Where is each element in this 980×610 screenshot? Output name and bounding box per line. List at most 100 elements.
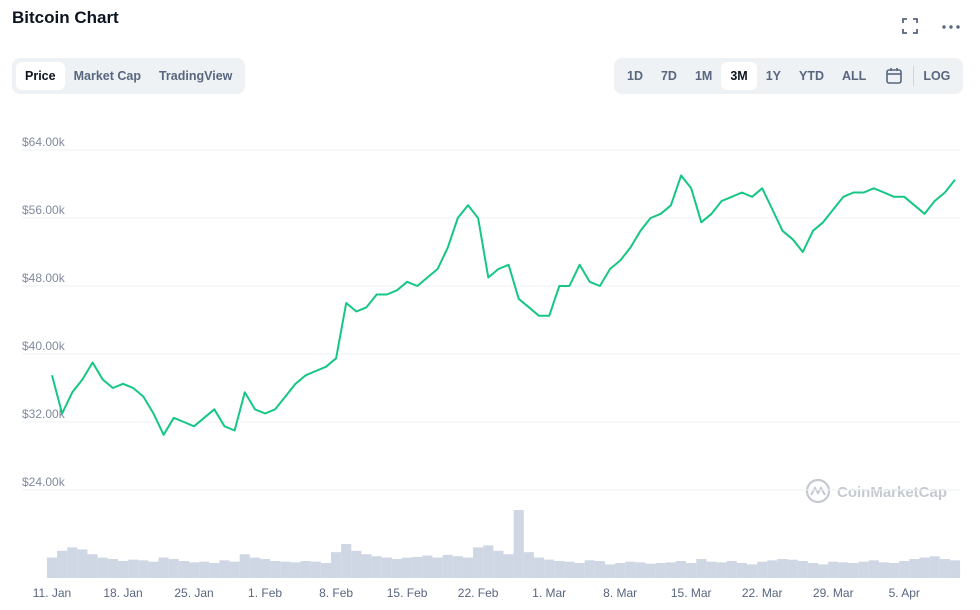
volume-bar: [878, 562, 890, 578]
tab-button[interactable]: TradingView: [158, 69, 233, 83]
volume-bar: [402, 557, 413, 578]
volume-bar: [909, 558, 920, 578]
volume-bar: [939, 558, 950, 578]
range-button[interactable]: 1Y: [765, 69, 782, 83]
volume-bar: [686, 563, 697, 578]
volume-bar: [331, 552, 342, 578]
y-tick-label: $40.00k: [22, 339, 66, 353]
volume-bar: [117, 561, 129, 578]
volume-bar: [523, 552, 534, 578]
volume-bar: [949, 560, 961, 578]
volume-bar: [858, 561, 869, 578]
volume-bar: [726, 561, 737, 578]
volume-bar: [655, 563, 666, 578]
volume-bar: [128, 559, 139, 578]
volume-bar: [87, 554, 98, 578]
volume-bar: [473, 547, 484, 578]
range-button[interactable]: YTD: [799, 69, 825, 83]
volume-bar: [594, 561, 605, 578]
y-tick-label: $56.00k: [22, 203, 66, 217]
x-tick-label: 8. Feb: [319, 586, 353, 600]
volume-bar: [696, 558, 707, 578]
volume-bar: [483, 545, 494, 578]
volume-bar: [249, 557, 260, 578]
volume-bar: [259, 558, 271, 578]
volume-bar: [635, 562, 646, 578]
volume-bar: [138, 560, 149, 578]
volume-bar: [767, 560, 778, 578]
x-tick-label: 18. Jan: [103, 586, 142, 600]
volume-bar: [929, 556, 940, 578]
volume-bar: [310, 561, 321, 578]
volume-bar: [67, 547, 78, 578]
range-button[interactable]: 1M: [694, 69, 713, 83]
volume-bar: [300, 561, 311, 578]
volume-bar: [848, 563, 859, 578]
tab-button[interactable]: Price: [16, 62, 65, 90]
volume-bar: [422, 555, 433, 578]
more-icon[interactable]: [940, 16, 962, 36]
volume-bar: [412, 556, 423, 578]
log-button[interactable]: LOG: [923, 69, 951, 83]
volume-bar: [533, 557, 545, 578]
volume-bar: [716, 562, 727, 578]
volume-bar: [290, 562, 301, 578]
volume-bar: [919, 557, 930, 578]
volume-bar: [199, 561, 210, 578]
volume-bar: [554, 561, 565, 578]
volume-bar: [665, 562, 676, 578]
fullscreen-icon[interactable]: [900, 16, 920, 36]
volume-bar: [462, 557, 474, 578]
volume-bar: [493, 550, 504, 578]
volume-bar: [736, 563, 748, 578]
price-line: [51, 174, 956, 436]
volume-bar: [219, 560, 230, 578]
range-group: 1D 7D 1M 3M 1Y YTD ALL LOG: [614, 58, 964, 94]
volume-bar: [432, 557, 443, 578]
range-button[interactable]: 7D: [660, 69, 677, 83]
volume-bar: [503, 554, 514, 578]
x-tick-label: 29. Mar: [813, 586, 854, 600]
volume-bar: [747, 564, 758, 578]
volume-bar: [645, 563, 656, 578]
watermark: CoinMarketCap: [805, 478, 947, 504]
volume-bar: [361, 554, 372, 578]
x-tick-label: 22. Feb: [458, 586, 499, 600]
x-tick-label: 15. Feb: [387, 586, 428, 600]
volume-bar: [625, 561, 636, 578]
volume-bar: [757, 561, 768, 578]
y-tick-label: $24.00k: [22, 475, 66, 489]
volume-bar: [838, 562, 849, 578]
volume-bar: [807, 563, 819, 578]
volume-bar: [899, 561, 910, 578]
volume-bar: [371, 556, 382, 578]
watermark-text: CoinMarketCap: [837, 484, 947, 501]
volume-bar: [828, 561, 839, 578]
range-button[interactable]: ALL: [842, 69, 867, 83]
volume-bar: [574, 563, 585, 578]
volume-bar: [209, 563, 220, 578]
volume-bar: [107, 558, 118, 578]
volume-bar: [341, 544, 352, 578]
widget-title: Bitcoin Chart: [12, 8, 119, 27]
volume-bar: [188, 562, 200, 578]
x-tick-label: 15. Mar: [671, 586, 712, 600]
volume-bar: [381, 557, 392, 578]
volume-bar: [868, 560, 879, 578]
volume-bar: [452, 556, 463, 578]
volume-bar: [889, 563, 900, 578]
range-button[interactable]: 3M: [721, 62, 757, 90]
volume-bar: [57, 550, 68, 578]
range-button[interactable]: 1D: [627, 69, 643, 83]
x-tick-label: 11. Jan: [33, 586, 71, 600]
volume-bar: [97, 557, 108, 578]
calendar-icon[interactable]: [879, 66, 909, 86]
tab-button[interactable]: Market Cap: [73, 69, 141, 83]
y-tick-label: $64.00k: [22, 135, 66, 149]
x-tick-label: 22. Mar: [742, 586, 783, 600]
volume-bar: [675, 561, 687, 578]
volume-bar: [148, 561, 159, 578]
volume-bar: [818, 564, 829, 578]
